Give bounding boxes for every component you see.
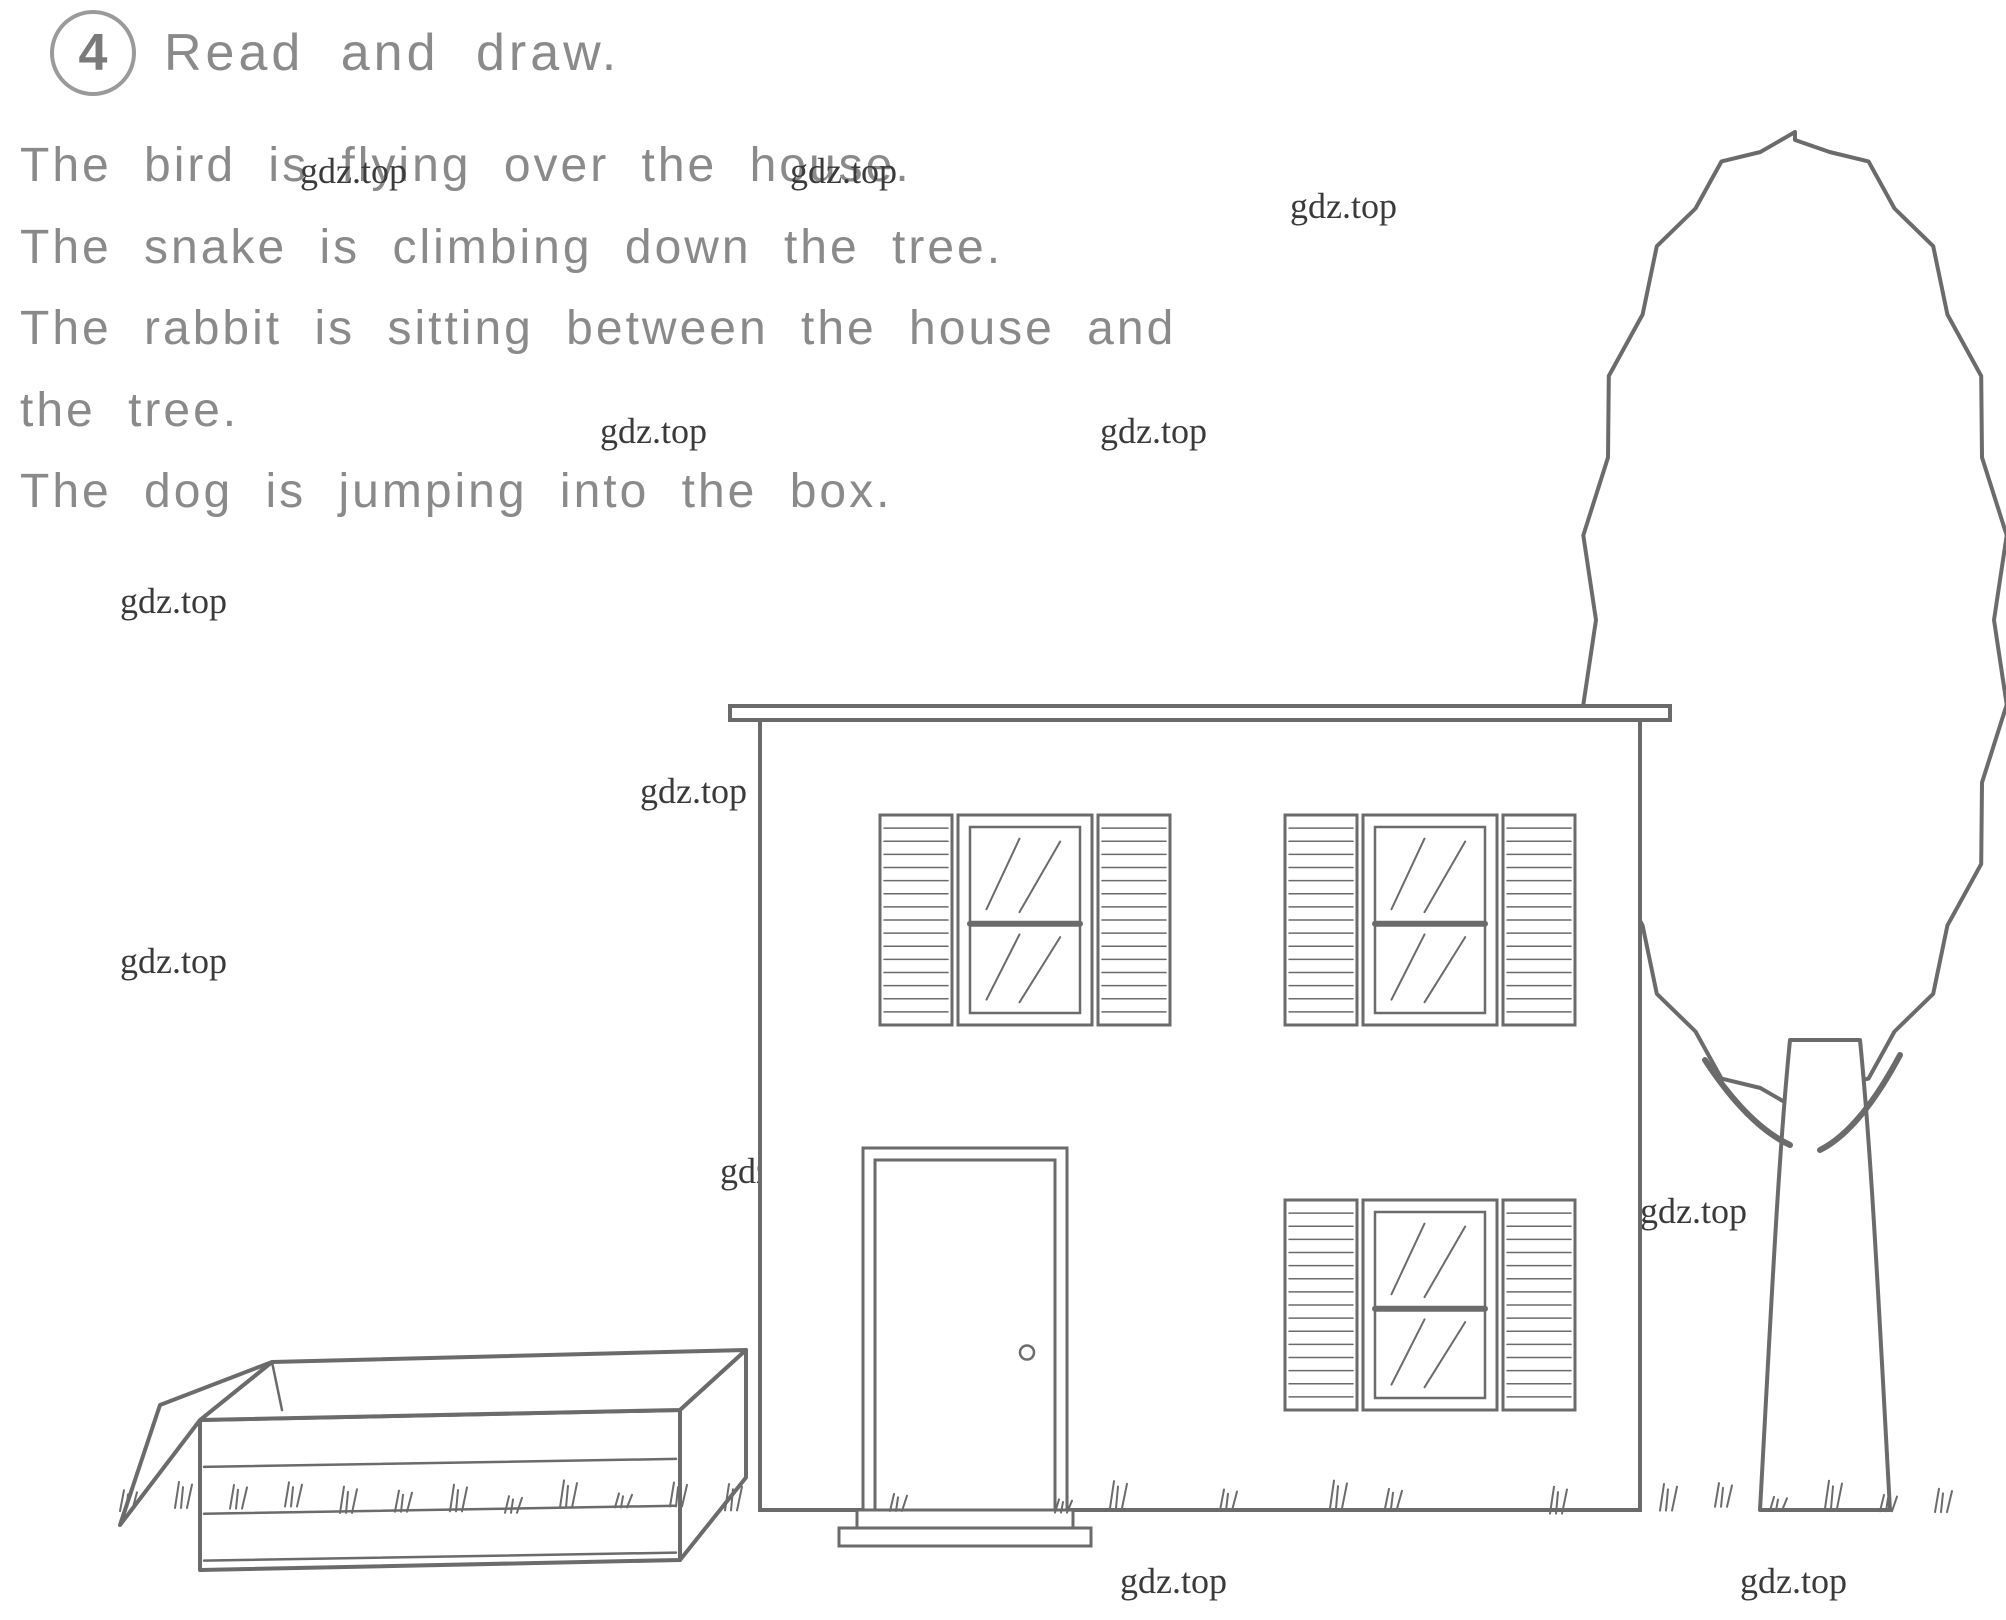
worksheet-page: 4 Read and draw. The bird is flying over… (0, 0, 2006, 1620)
scene-illustration (0, 0, 2006, 1620)
tree (1583, 132, 2006, 1510)
house (730, 706, 1670, 1546)
box (120, 1350, 746, 1570)
